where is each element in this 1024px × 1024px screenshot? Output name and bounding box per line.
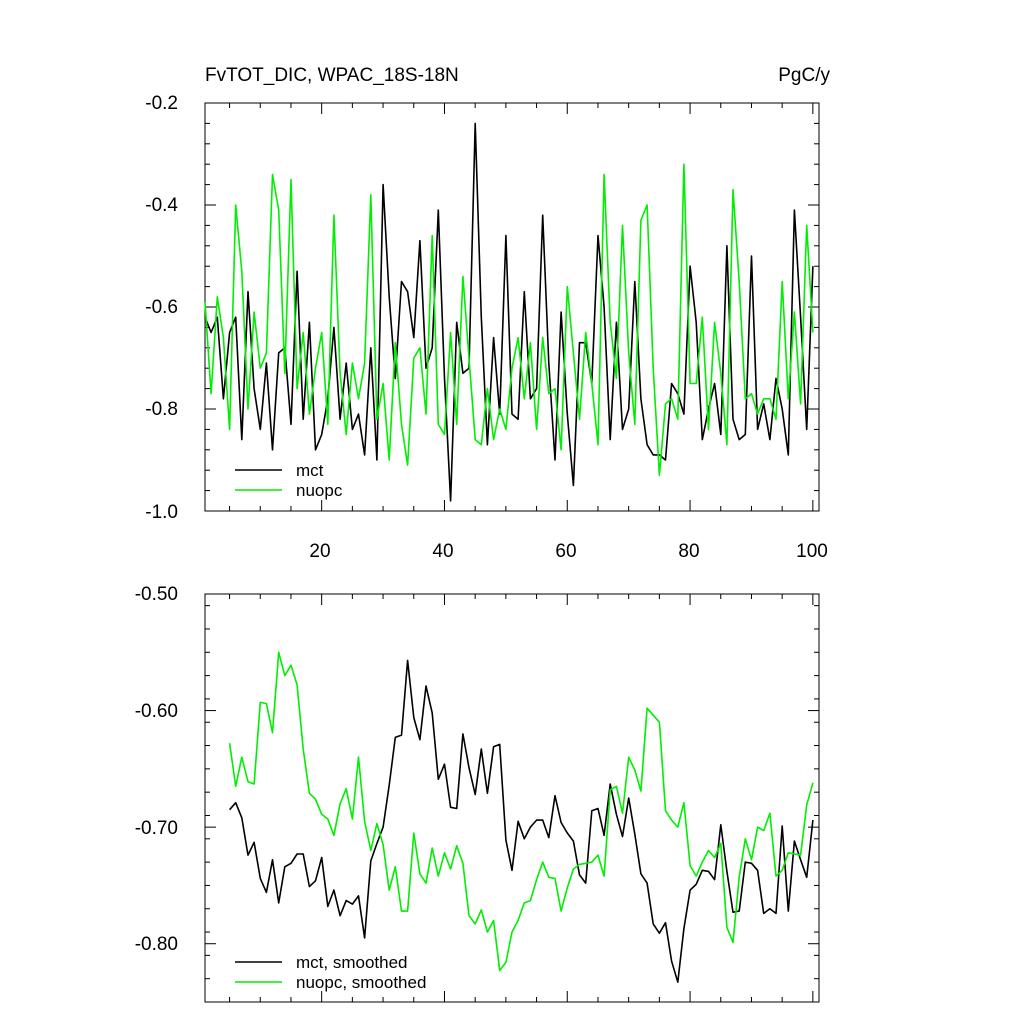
- top-plot-frame: [204, 102, 820, 512]
- y-tick-label: -0.2: [145, 93, 178, 114]
- x-tick-label: 60: [555, 541, 576, 562]
- series-line-nuopc-smoothed: [228, 651, 814, 972]
- series-line-nuopc: [204, 163, 814, 477]
- legend-label-mct: mct: [296, 461, 324, 480]
- x-tick-label: 40: [432, 541, 453, 562]
- bottom-legend: mct, smoothed nuopc, smoothed: [235, 953, 426, 992]
- legend-label-mct-smoothed: mct, smoothed: [296, 953, 408, 972]
- top-y-axis-labels: -0.2 -0.4 -0.6 -0.8 -1.0: [145, 93, 178, 523]
- y-tick-label: -0.4: [145, 195, 178, 216]
- y-tick-label: -0.70: [135, 818, 178, 839]
- top-series: [204, 122, 814, 502]
- x-tick-label: 20: [309, 541, 330, 562]
- y-tick-label: -0.80: [135, 934, 178, 955]
- series-line-mct: [204, 122, 814, 502]
- y-tick-label: -0.8: [145, 399, 178, 420]
- legend-label-nuopc-smoothed: nuopc, smoothed: [296, 973, 426, 992]
- units-label: PgC/y: [778, 65, 830, 86]
- top-minor-ticks: [205, 102, 819, 512]
- top-legend: mct nuopc: [235, 461, 343, 500]
- y-tick-label: -0.60: [135, 701, 178, 722]
- bottom-series: [228, 651, 814, 984]
- x-tick-label: 80: [678, 541, 699, 562]
- bottom-y-axis-labels: -0.50 -0.60 -0.70 -0.80: [135, 584, 178, 955]
- top-x-axis-labels: 20 40 60 80 100: [309, 541, 827, 562]
- x-tick-label: 100: [796, 541, 828, 562]
- top-panel: FvTOT_DIC, WPAC_18S-18N PgC/y -0.2 -0.4 …: [145, 65, 830, 562]
- y-tick-label: -0.50: [135, 584, 178, 605]
- bottom-plot-frame: [204, 593, 820, 1003]
- bottom-panel: -0.50 -0.60 -0.70 -0.80 mct, smoothed nu…: [135, 584, 820, 1003]
- bottom-major-ticks: [205, 593, 819, 1002]
- y-tick-label: -0.6: [145, 297, 178, 318]
- legend-label-nuopc: nuopc: [296, 481, 343, 500]
- y-tick-label: -1.0: [145, 502, 178, 523]
- bottom-minor-ticks: [205, 594, 819, 1003]
- top-major-ticks: [205, 102, 819, 512]
- chart-title: FvTOT_DIC, WPAC_18S-18N: [205, 65, 459, 86]
- series-line-mct-smoothed: [228, 659, 814, 984]
